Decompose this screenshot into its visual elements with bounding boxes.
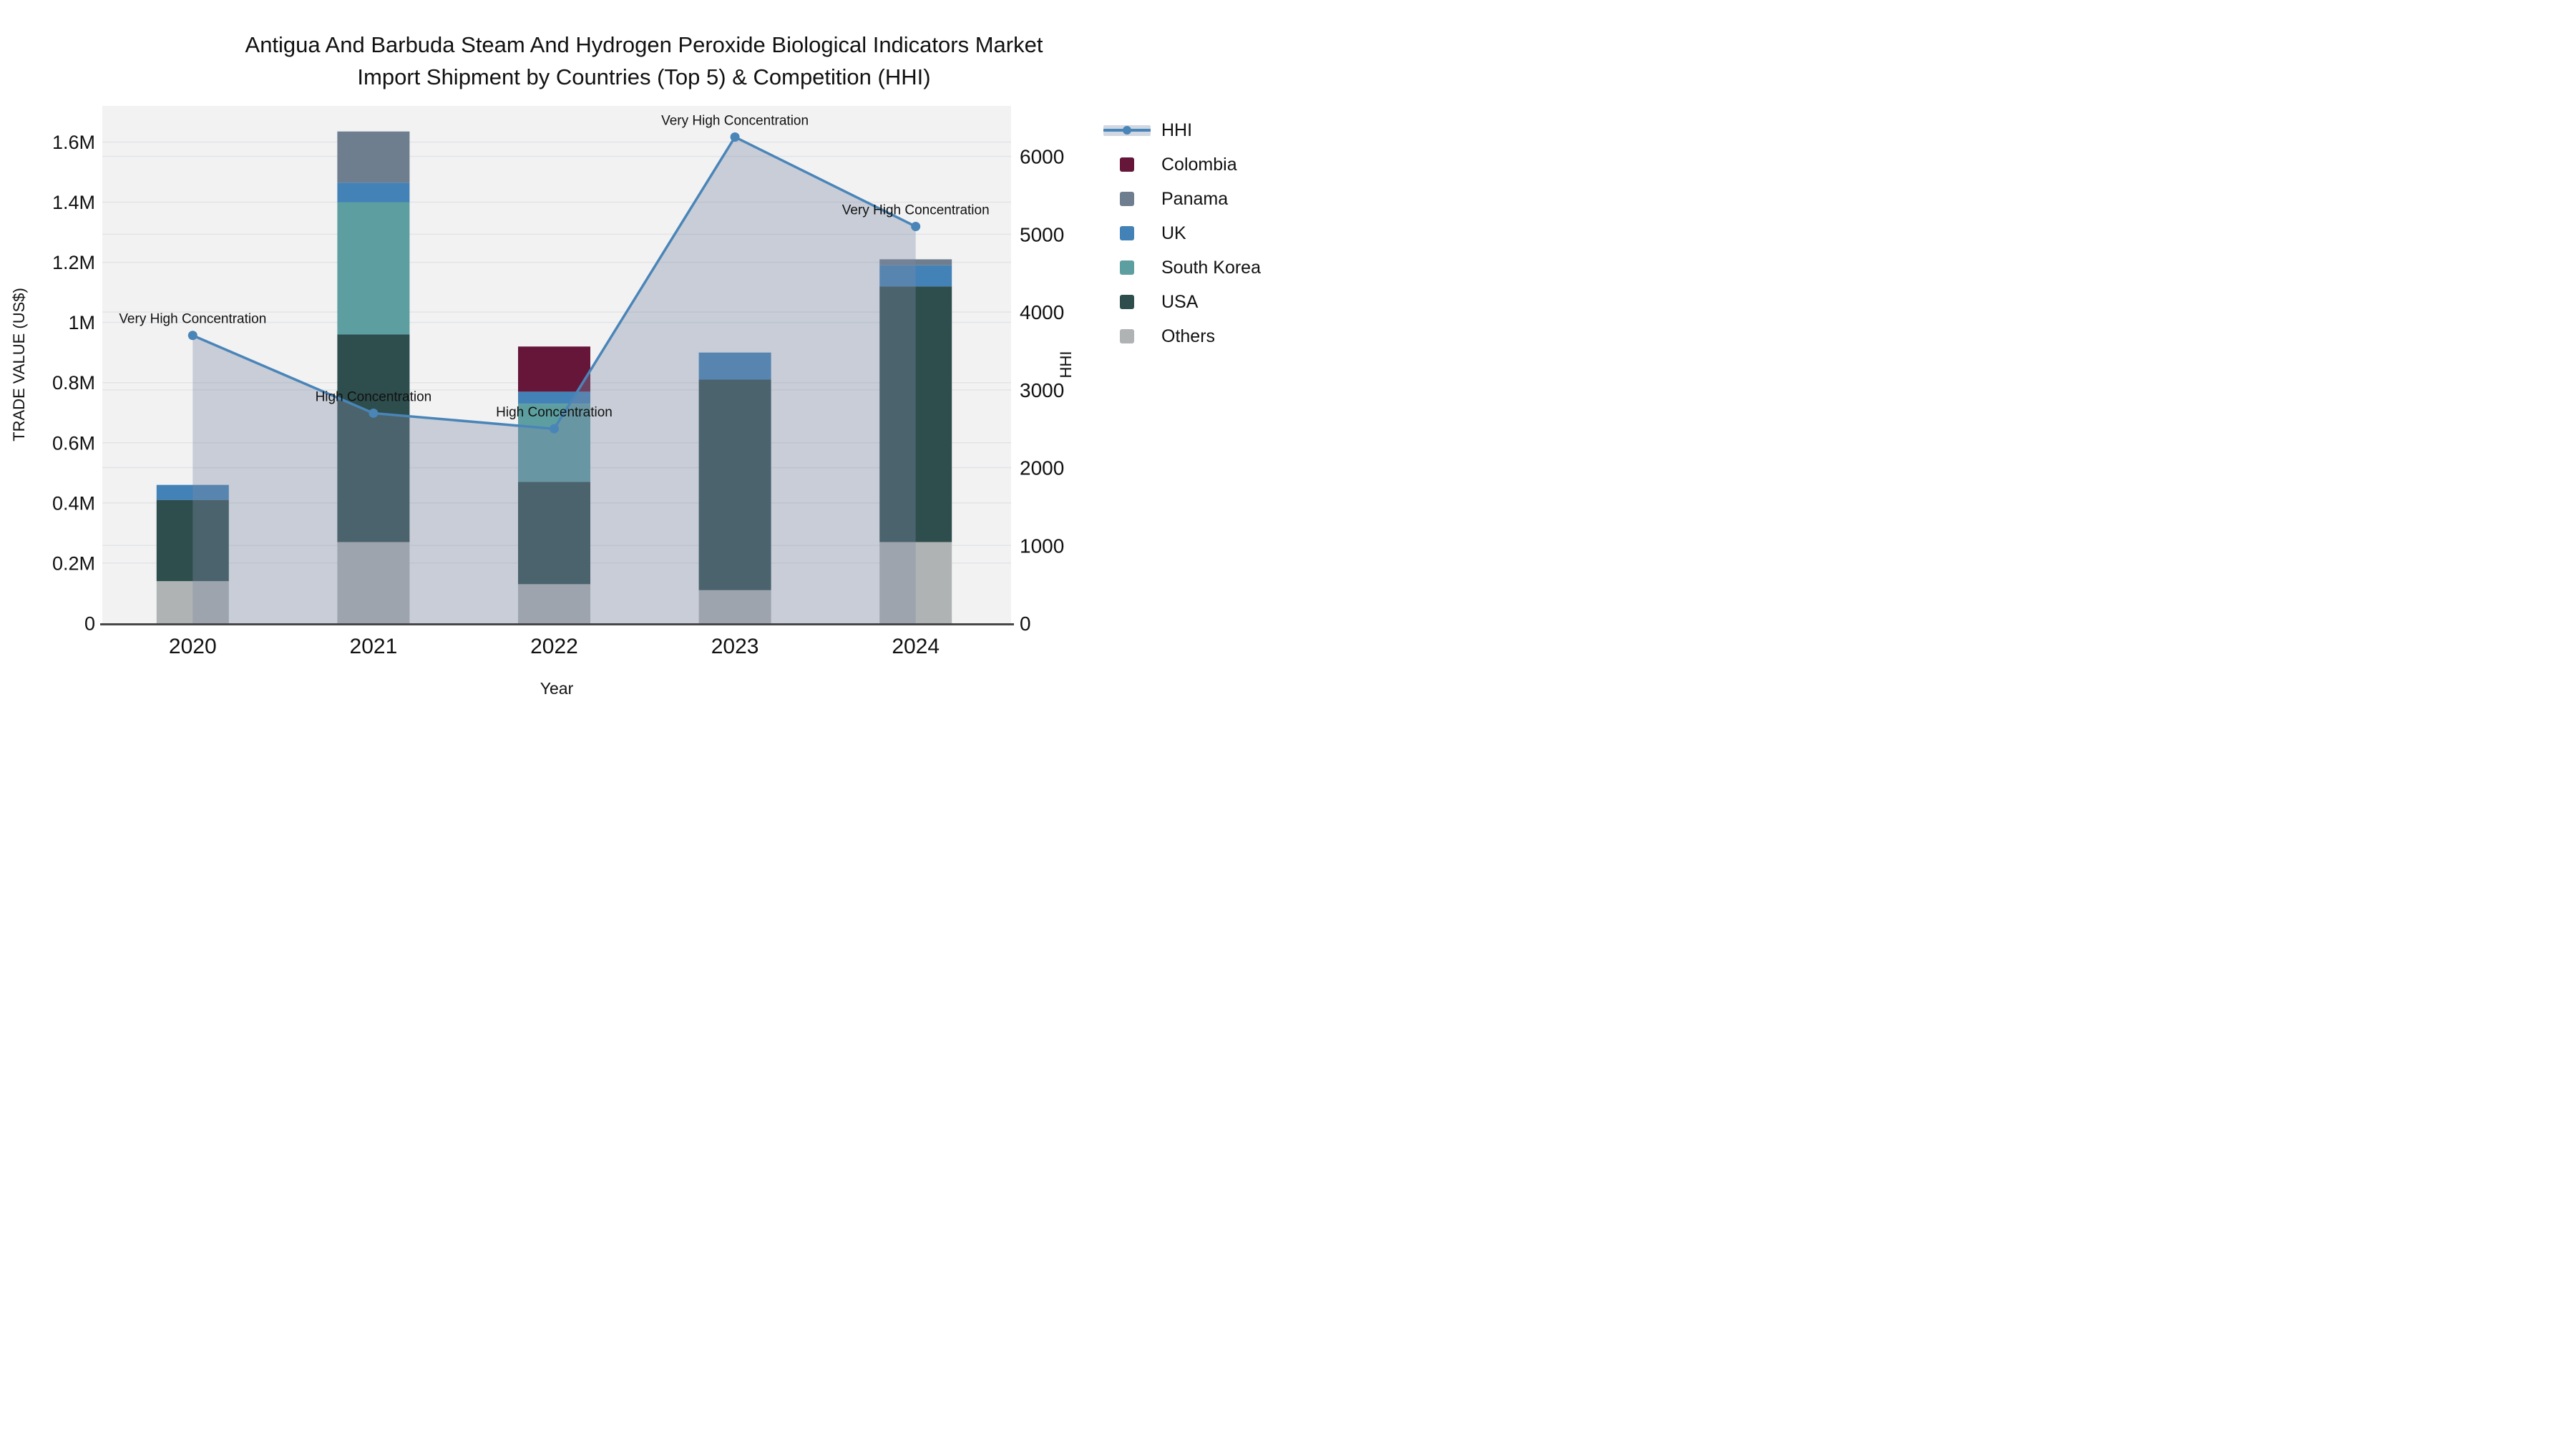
legend-label-uk: UK bbox=[1161, 223, 1186, 243]
x-tick-2024: 2024 bbox=[892, 635, 940, 658]
hhi-point-2022[interactable] bbox=[550, 424, 559, 434]
legend-swatch-south-korea bbox=[1103, 260, 1151, 275]
annotation-2024: Very High Concentration bbox=[842, 203, 990, 218]
y-right-tick-5000: 5000 bbox=[1020, 223, 1064, 245]
bar-segment-south-korea-2022[interactable] bbox=[518, 404, 590, 482]
y-left-axis-title: TRADE VALUE (US$) bbox=[10, 288, 28, 441]
bar-segment-others-2023[interactable] bbox=[698, 590, 771, 623]
bar-segment-usa-2020[interactable] bbox=[156, 499, 229, 582]
legend-item-colombia[interactable]: Colombia bbox=[1103, 147, 1261, 182]
y-left-tick-0: 0 bbox=[84, 613, 95, 635]
y-right-tick-labels: 0 1000 2000 3000 4000 5000 6000 bbox=[1020, 146, 1064, 635]
bar-segment-uk-2023[interactable] bbox=[698, 352, 771, 380]
legend-swatch-uk bbox=[1103, 226, 1151, 240]
hhi-point-2021[interactable] bbox=[369, 408, 379, 418]
y-left-tick-labels: 0 0.2M 0.4M 0.6M 0.8M 1M 1.2M 1.4M 1.6M bbox=[52, 132, 95, 635]
y-left-tick-1M: 1M bbox=[68, 312, 95, 333]
chart-canvas: Very High Concentration High Concentratio… bbox=[10, 106, 1075, 698]
chart-title-line1: Antigua And Barbuda Steam And Hydrogen P… bbox=[245, 32, 1043, 57]
y-right-tick-2000: 2000 bbox=[1020, 457, 1064, 479]
bar-segment-panama-2024[interactable] bbox=[879, 259, 952, 265]
x-tick-labels: 2020 2021 2022 2023 2024 bbox=[169, 635, 940, 658]
annotation-2022: High Concentration bbox=[496, 405, 613, 420]
y-left-tick-1.2M: 1.2M bbox=[52, 252, 95, 273]
bar-segment-south-korea-2021[interactable] bbox=[337, 202, 410, 335]
y-left-tick-1.4M: 1.4M bbox=[52, 192, 95, 213]
annotation-2020: Very High Concentration bbox=[119, 312, 266, 327]
y-right-tick-0: 0 bbox=[1020, 613, 1031, 635]
bar-segment-usa-2022[interactable] bbox=[518, 482, 590, 585]
hhi-point-2024[interactable] bbox=[911, 222, 921, 232]
legend-label-south-korea: South Korea bbox=[1161, 257, 1261, 278]
x-tick-2020: 2020 bbox=[169, 635, 217, 658]
hhi-point-2020[interactable] bbox=[187, 331, 197, 341]
bar-segment-others-2020[interactable] bbox=[156, 581, 229, 623]
legend-item-panama[interactable]: Panama bbox=[1103, 182, 1261, 216]
chart-title-line2: Import Shipment by Countries (Top 5) & C… bbox=[357, 64, 931, 89]
bars bbox=[156, 131, 952, 623]
bar-segment-uk-2021[interactable] bbox=[337, 182, 410, 203]
hhi-area bbox=[192, 137, 916, 624]
y-right-tick-6000: 6000 bbox=[1020, 146, 1064, 168]
legend-swatch-usa bbox=[1103, 295, 1151, 309]
legend-swatch-others bbox=[1103, 329, 1151, 343]
legend-label-hhi: HHI bbox=[1161, 119, 1193, 140]
bar-segment-uk-2024[interactable] bbox=[879, 265, 952, 287]
annotation-2021: High Concentration bbox=[316, 389, 432, 404]
legend-swatch-panama bbox=[1103, 192, 1151, 206]
bar-segment-usa-2021[interactable] bbox=[337, 334, 410, 542]
legend-label-usa: USA bbox=[1161, 291, 1199, 312]
annotation-2023: Very High Concentration bbox=[661, 113, 809, 128]
y-right-tick-1000: 1000 bbox=[1020, 535, 1064, 557]
x-tick-2022: 2022 bbox=[530, 635, 578, 658]
x-tick-2021: 2021 bbox=[350, 635, 398, 658]
y-right-tick-3000: 3000 bbox=[1020, 379, 1064, 401]
bar-segment-usa-2023[interactable] bbox=[698, 379, 771, 590]
legend-label-others: Others bbox=[1161, 326, 1216, 346]
y-left-tick-1.6M: 1.6M bbox=[52, 132, 95, 153]
bar-segment-others-2021[interactable] bbox=[337, 542, 410, 623]
y-right-axis-title: HHI bbox=[1057, 351, 1075, 379]
legend-item-south-korea[interactable]: South Korea bbox=[1103, 250, 1261, 285]
y-left-tick-0.4M: 0.4M bbox=[52, 492, 95, 514]
x-axis-title: Year bbox=[540, 679, 574, 698]
y-right-tick-4000: 4000 bbox=[1020, 301, 1064, 323]
bar-segment-uk-2020[interactable] bbox=[156, 484, 229, 500]
y-left-tick-0.6M: 0.6M bbox=[52, 432, 95, 454]
y-left-tick-0.2M: 0.2M bbox=[52, 552, 95, 574]
legend-item-usa[interactable]: USA bbox=[1103, 285, 1261, 319]
bar-segment-panama-2021[interactable] bbox=[337, 131, 410, 183]
legend-item-hhi[interactable]: HHI bbox=[1103, 113, 1261, 147]
bar-segment-colombia-2022[interactable] bbox=[518, 346, 590, 392]
legend-label-panama: Panama bbox=[1161, 188, 1229, 209]
bar-segment-others-2024[interactable] bbox=[879, 542, 952, 623]
legend-line-marker-icon bbox=[1103, 125, 1151, 136]
x-tick-2023: 2023 bbox=[711, 635, 759, 658]
legend-item-others[interactable]: Others bbox=[1103, 319, 1261, 353]
chart-title: Antigua And Barbuda Steam And Hydrogen P… bbox=[0, 29, 1288, 93]
legend-item-uk[interactable]: UK bbox=[1103, 216, 1261, 250]
legend: HHI Colombia Panama UK South Korea USA Others bbox=[1103, 113, 1261, 353]
y-left-tick-0.8M: 0.8M bbox=[52, 372, 95, 394]
legend-swatch-colombia bbox=[1103, 157, 1151, 172]
bar-segment-others-2022[interactable] bbox=[518, 584, 590, 623]
annotations: Very High Concentration High Concentratio… bbox=[119, 113, 989, 420]
hhi-point-2023[interactable] bbox=[730, 132, 740, 142]
bar-segment-usa-2024[interactable] bbox=[879, 286, 952, 542]
legend-label-colombia: Colombia bbox=[1161, 154, 1237, 175]
